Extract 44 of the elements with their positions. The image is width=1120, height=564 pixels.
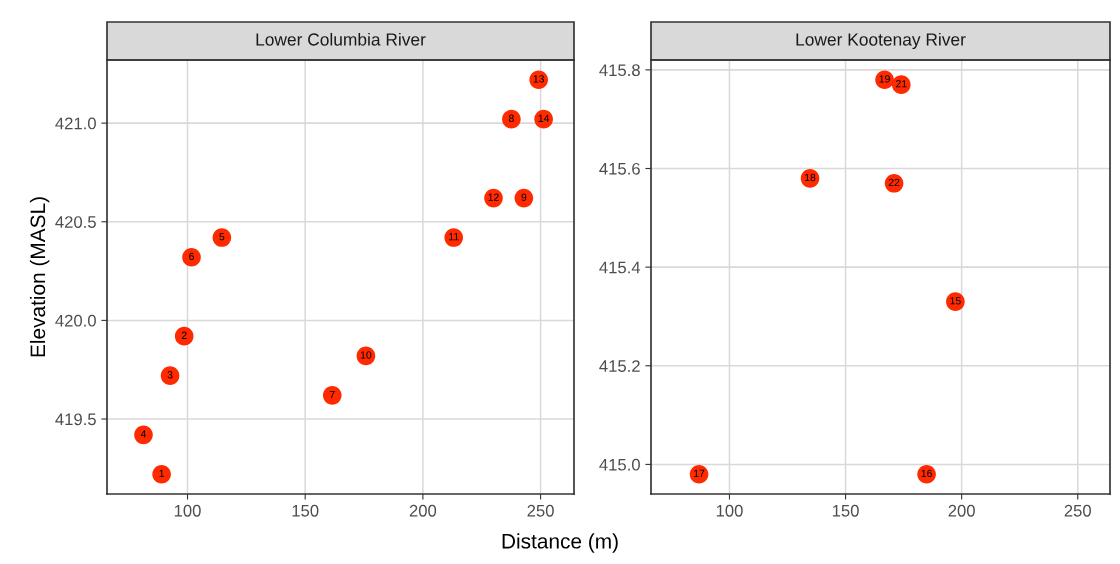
x-tick-label: 100 xyxy=(716,504,743,517)
annotation: 19 xyxy=(879,75,890,83)
point xyxy=(174,326,194,346)
annotation: 18 xyxy=(805,173,816,182)
y-tick-label: 419.5 xyxy=(55,413,96,426)
annotation: 7 xyxy=(329,390,335,399)
annotation: 22 xyxy=(888,178,900,186)
point xyxy=(322,386,342,405)
x-tick-label: 200 xyxy=(948,504,975,517)
annotation: 13 xyxy=(533,75,545,83)
annotation: 15 xyxy=(950,297,961,305)
y-tick-label: 415.4 xyxy=(599,261,641,274)
annotation: 4 xyxy=(140,430,147,438)
x-tick-label: 100 xyxy=(174,504,201,517)
y-tick-label: 421.0 xyxy=(55,117,96,130)
annotation: 10 xyxy=(360,351,372,359)
annotation: 11 xyxy=(449,233,459,241)
y-tick-label: 420.5 xyxy=(55,216,96,228)
annotation: 2 xyxy=(181,331,187,339)
annotation: 1 xyxy=(159,469,164,477)
x-tick-label: 150 xyxy=(832,504,859,517)
chart-title: Lower Kootenay River xyxy=(796,32,966,50)
annotation: 5 xyxy=(219,233,225,241)
y-axis-title: Elevation (MASL) xyxy=(29,197,50,357)
y-tick-label: 415.6 xyxy=(599,162,640,175)
annotation: 16 xyxy=(921,469,932,478)
y-tick-label: 415.8 xyxy=(599,64,640,77)
annotation: 12 xyxy=(488,193,499,201)
annotation: 3 xyxy=(167,371,173,379)
annotation: 9 xyxy=(521,193,527,201)
annotation: 21 xyxy=(896,80,907,88)
x-tick-label: 200 xyxy=(409,504,437,517)
y-tick-label: 415.2 xyxy=(599,360,640,372)
annotation: 8 xyxy=(508,114,514,122)
annotation: 17 xyxy=(694,469,705,477)
chart-title: Lower Columbia River xyxy=(256,32,426,46)
x-tick-label: 250 xyxy=(1064,504,1091,517)
x-tick-label: 150 xyxy=(292,504,319,517)
x-tick-label: 250 xyxy=(527,504,554,517)
y-tick-label: 415.0 xyxy=(599,458,640,471)
annotation: 14 xyxy=(538,114,550,122)
annotation: 6 xyxy=(189,252,194,261)
x-axis-title: Distance (m) xyxy=(502,533,618,553)
y-tick-label: 420.0 xyxy=(55,314,96,327)
